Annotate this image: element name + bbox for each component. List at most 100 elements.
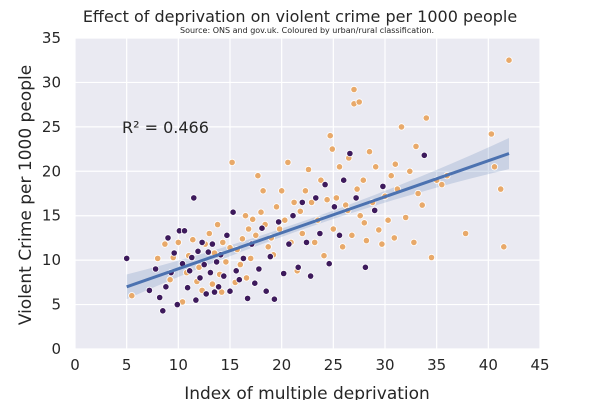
- data-point: [184, 284, 192, 292]
- data-point: [174, 238, 182, 246]
- data-point: [128, 292, 136, 300]
- data-point: [145, 286, 153, 294]
- data-point: [186, 267, 194, 275]
- data-point: [348, 231, 356, 239]
- data-point: [284, 158, 292, 166]
- data-point: [500, 243, 508, 251]
- data-point: [194, 247, 202, 255]
- data-point: [379, 182, 387, 190]
- data-point: [223, 231, 231, 239]
- data-point: [190, 194, 198, 202]
- data-point: [208, 280, 216, 288]
- data-point: [461, 229, 470, 238]
- y-tick-label: 0: [51, 340, 61, 358]
- x-tick-label: 35: [427, 356, 446, 374]
- data-point: [304, 165, 313, 174]
- data-point: [202, 290, 210, 298]
- data-point: [338, 243, 347, 251]
- data-point: [166, 276, 174, 284]
- data-point: [170, 249, 178, 257]
- data-point: [262, 287, 270, 295]
- data-point: [353, 185, 361, 193]
- data-point: [226, 287, 234, 295]
- data-point: [346, 149, 354, 158]
- data-point: [316, 229, 324, 238]
- data-point: [391, 160, 399, 168]
- data-point: [371, 206, 379, 214]
- y-axis-label: Violent Crime per 1000 people: [16, 65, 36, 325]
- data-point: [427, 253, 436, 262]
- data-point: [236, 260, 244, 269]
- data-point: [487, 130, 495, 138]
- x-tick-label: 20: [272, 356, 291, 374]
- x-tick-label: 25: [324, 356, 343, 374]
- data-point: [270, 295, 278, 303]
- data-point: [410, 238, 418, 246]
- data-point: [397, 123, 406, 131]
- data-point: [359, 176, 367, 184]
- data-point: [162, 283, 170, 291]
- x-tick-label: 45: [530, 356, 549, 374]
- data-point: [311, 238, 319, 246]
- data-point: [204, 248, 212, 256]
- data-point: [302, 238, 311, 246]
- data-point: [192, 296, 200, 304]
- data-point: [161, 240, 169, 248]
- data-point: [235, 276, 243, 284]
- data-point: [402, 213, 410, 222]
- data-point: [254, 172, 262, 180]
- data-point: [222, 258, 230, 266]
- data-point: [196, 274, 204, 282]
- data-point: [438, 181, 446, 189]
- data-point: [406, 167, 414, 175]
- data-point: [372, 163, 380, 171]
- data-point: [387, 172, 395, 180]
- data-point: [356, 212, 364, 220]
- data-point: [490, 163, 499, 171]
- data-point: [241, 212, 250, 220]
- data-point: [335, 231, 344, 239]
- regression-line: [126, 152, 510, 289]
- data-point: [208, 240, 216, 248]
- data-point: [252, 231, 260, 239]
- data-point: [294, 263, 302, 271]
- data-point: [312, 194, 320, 202]
- data-point: [123, 254, 131, 262]
- data-point: [255, 265, 263, 273]
- data-point: [332, 194, 340, 202]
- x-tick-label: 15: [220, 356, 239, 374]
- data-point: [264, 243, 272, 251]
- data-point: [247, 254, 255, 262]
- x-tick-label: 30: [375, 356, 394, 374]
- data-point: [360, 219, 368, 227]
- data-point: [301, 187, 309, 195]
- data-point: [239, 254, 247, 262]
- data-point: [350, 85, 358, 94]
- x-axis-label: Index of multiple deprivation: [184, 384, 430, 400]
- data-point: [189, 236, 197, 244]
- y-tick-label: 15: [42, 207, 61, 225]
- data-point: [180, 227, 189, 235]
- data-point: [258, 224, 266, 232]
- data-point: [361, 263, 369, 271]
- data-point: [340, 176, 348, 184]
- data-point: [214, 221, 222, 229]
- data-point: [244, 294, 252, 302]
- data-point: [213, 258, 221, 266]
- data-point: [229, 208, 237, 216]
- y-tick-label: 5: [51, 296, 61, 314]
- data-point: [296, 207, 304, 215]
- y-tick-label: 35: [42, 29, 61, 47]
- data-point: [307, 198, 316, 206]
- x-tick-label: 5: [122, 356, 132, 374]
- data-point: [154, 254, 162, 262]
- data-point: [173, 300, 181, 309]
- data-point: [228, 158, 236, 166]
- data-point: [335, 163, 344, 171]
- data-point: [505, 56, 513, 64]
- y-tick-label: 20: [42, 162, 61, 180]
- data-point: [384, 216, 392, 224]
- data-point: [328, 145, 336, 153]
- data-point: [298, 198, 306, 206]
- data-point: [257, 208, 265, 216]
